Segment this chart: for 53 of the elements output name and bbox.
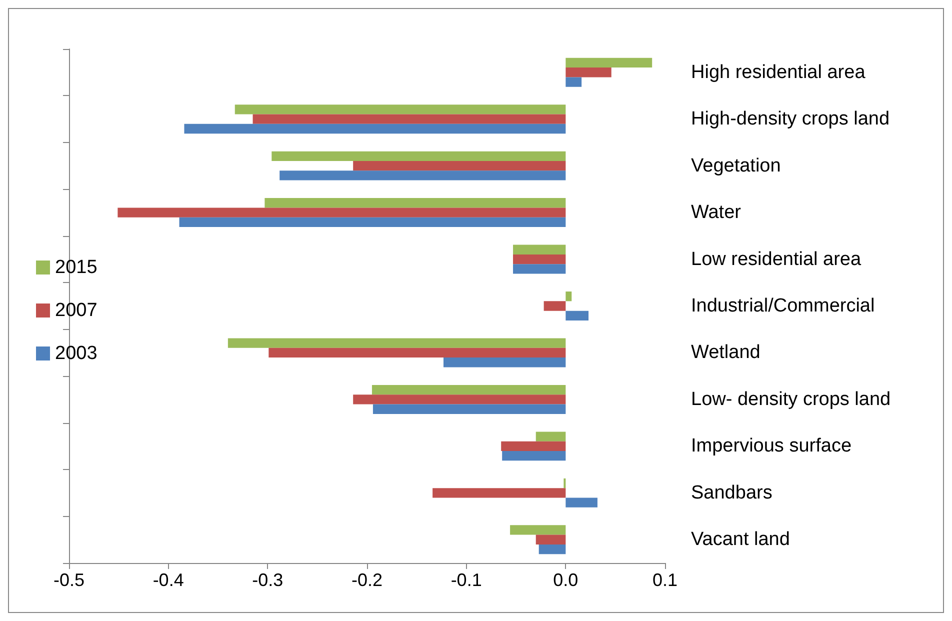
y-tick-label: High-density crops land <box>691 108 890 130</box>
bar <box>566 58 652 68</box>
bar <box>501 441 566 452</box>
y-tick-label: Sandbars <box>691 482 772 504</box>
bar <box>513 254 566 264</box>
x-tick-label: 0.1 <box>652 570 678 590</box>
bar <box>443 358 566 368</box>
y-tick-label: Impervious surface <box>691 436 852 457</box>
legend-label: 2007 <box>55 300 98 321</box>
y-tick-label: Wetland <box>691 342 760 364</box>
bar <box>502 451 566 461</box>
bar <box>566 292 572 302</box>
bar <box>566 77 582 87</box>
y-tick-label: Low residential area <box>691 248 862 270</box>
bar <box>536 534 566 544</box>
y-tick-label: Water <box>691 202 742 224</box>
bar <box>510 525 566 535</box>
bar <box>566 310 589 320</box>
bar <box>118 208 566 218</box>
x-tick-label: -0.3 <box>252 570 284 590</box>
bar <box>513 264 566 274</box>
x-tick-label: -0.4 <box>152 570 184 590</box>
bar <box>272 151 566 161</box>
bar <box>513 244 566 254</box>
y-tick-label: High residential area <box>691 62 866 83</box>
bar <box>372 404 566 414</box>
x-tick-label: -0.2 <box>351 570 383 590</box>
bar <box>353 394 566 404</box>
bar <box>353 160 566 171</box>
bar <box>268 348 566 358</box>
bar <box>228 338 566 348</box>
bar <box>234 104 566 114</box>
bar <box>538 544 566 554</box>
x-tick-label: -0.5 <box>53 570 85 590</box>
legend-label: 2015 <box>55 257 98 278</box>
bar <box>536 432 566 442</box>
bar <box>179 217 566 228</box>
bar <box>566 68 612 78</box>
bar <box>432 488 566 498</box>
legend-label: 2003 <box>55 343 98 364</box>
x-tick-label: 0.0 <box>553 570 578 590</box>
bar <box>264 198 566 208</box>
y-tick-label: Low- density crops land <box>691 388 891 410</box>
bar <box>544 301 566 311</box>
bar <box>252 114 566 124</box>
bar <box>184 124 566 134</box>
bar <box>566 498 598 508</box>
y-tick-label: Vacant land <box>691 529 790 550</box>
bar <box>280 170 566 180</box>
y-tick-label: Industrial/Commercial <box>691 296 875 316</box>
bar <box>372 384 566 395</box>
y-tick-label: Vegetation <box>691 155 781 176</box>
x-tick-label: -0.1 <box>450 570 482 590</box>
